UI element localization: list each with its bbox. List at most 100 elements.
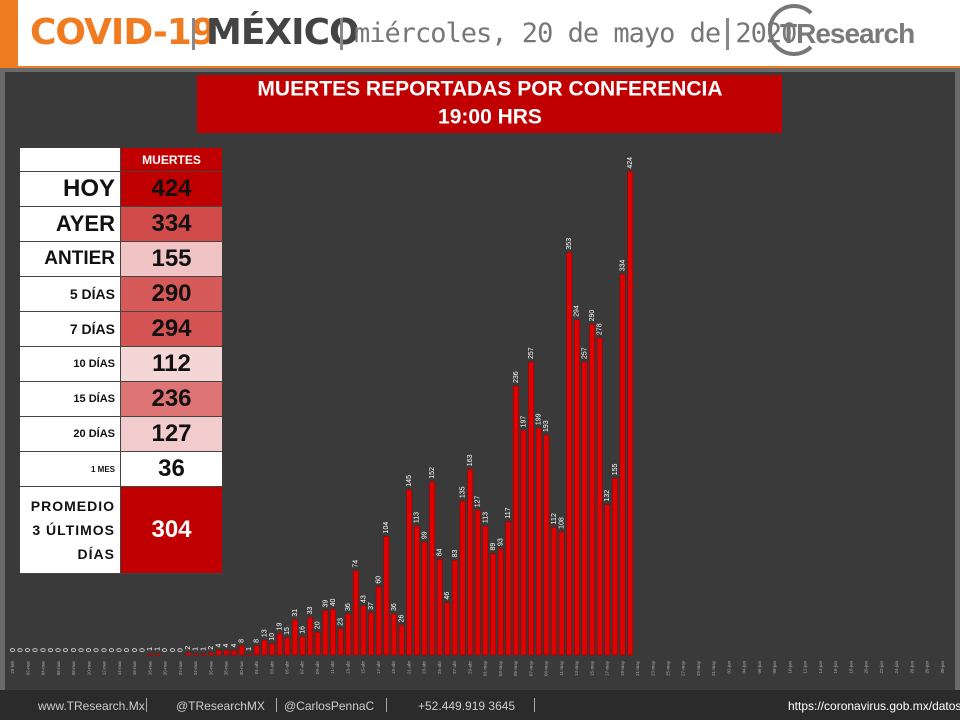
bar xyxy=(200,653,207,656)
value-label: 46 xyxy=(444,592,451,600)
chart-title: MUERTES REPORTADAS POR CONFERENCIA xyxy=(257,78,722,101)
value-label: 0 xyxy=(132,648,139,652)
value-label: 197 xyxy=(520,416,527,428)
x-tick-label: 01-abr xyxy=(254,661,259,675)
country: MÉXICO xyxy=(206,12,360,53)
value-label: 8 xyxy=(254,639,261,643)
value-label: 113 xyxy=(482,512,489,523)
value-label: 89 xyxy=(490,543,497,551)
value-label: 23 xyxy=(338,618,345,626)
separator xyxy=(146,698,147,712)
table-row: 5 DÍAS 290 xyxy=(20,277,222,312)
logo: TResearch xyxy=(780,18,915,49)
value-label: 60 xyxy=(376,576,383,584)
value-label: 1 xyxy=(246,647,253,651)
x-tick-label: 14-jun xyxy=(818,661,823,674)
value-label: 4 xyxy=(223,643,230,647)
table-row: 1 MES 36 xyxy=(20,452,222,487)
row-label: 7 DÍAS xyxy=(20,312,121,346)
value-label: 353 xyxy=(566,238,573,250)
value-label: 36 xyxy=(391,603,398,611)
x-tick-label: 06-mar xyxy=(56,661,61,676)
value-label: 0 xyxy=(162,648,169,652)
x-tick-label: 02-jun xyxy=(726,661,731,674)
table-corner xyxy=(20,148,121,171)
value-label: 0 xyxy=(48,648,55,652)
row-label: 10 DÍAS xyxy=(20,347,121,381)
x-tick-label: 05-abr xyxy=(285,661,290,675)
value-label: 16 xyxy=(299,626,306,634)
bar xyxy=(276,633,283,656)
x-tick-label: 15-may xyxy=(589,660,594,676)
value-label: 236 xyxy=(513,371,520,383)
bar xyxy=(520,430,527,656)
bar xyxy=(246,653,253,656)
value-label: 278 xyxy=(597,323,604,335)
bar xyxy=(345,613,352,656)
bar xyxy=(474,509,481,656)
x-tick-label: 15-abr xyxy=(361,661,366,675)
x-tick-label: 19-abr xyxy=(391,661,396,675)
bar xyxy=(543,434,550,656)
table-row: 20 DÍAS 127 xyxy=(20,417,222,452)
table-header: MUERTES xyxy=(121,148,222,171)
x-tick-label: 24-mar xyxy=(193,661,198,676)
value-label: 84 xyxy=(437,548,444,556)
row-label: 20 DÍAS xyxy=(20,417,121,451)
value-label: 2 xyxy=(185,646,192,650)
x-tick-label: 08-mar xyxy=(71,661,76,676)
x-tick-label: 05-may xyxy=(513,660,518,676)
x-tick-label: 29-may xyxy=(696,660,701,676)
table-row: HOY 424 xyxy=(20,172,222,207)
value-label: 132 xyxy=(604,490,611,502)
value-label: 145 xyxy=(406,475,413,487)
x-tick-label: 09-abr xyxy=(315,661,320,675)
value-label: 0 xyxy=(109,648,116,652)
handle: @CarlosPennaC xyxy=(284,699,375,713)
table-row: PROMEDIO 3 ÚLTIMOS DÍAS 304 xyxy=(20,487,222,574)
row-label: ANTIER xyxy=(20,242,121,276)
value-label: 15 xyxy=(284,627,291,635)
x-tick-label: 26-mar xyxy=(208,661,213,676)
x-tick-label: 03-abr xyxy=(269,661,274,675)
bar xyxy=(612,478,618,656)
bar xyxy=(581,361,588,656)
value-label: 0 xyxy=(25,648,32,652)
bar xyxy=(513,385,519,656)
value-label: 2 xyxy=(208,646,215,650)
bar xyxy=(436,558,443,656)
x-tick-label: 29-feb xyxy=(10,661,15,674)
value-label: 0 xyxy=(124,648,131,652)
x-tick-label: 10-jun xyxy=(787,661,792,674)
bar xyxy=(193,653,199,656)
bar xyxy=(261,639,268,656)
row-value: 127 xyxy=(121,417,222,451)
bar xyxy=(154,653,161,656)
value-label: 0 xyxy=(10,648,17,652)
bar xyxy=(459,500,466,656)
x-tick-label: 23-may xyxy=(650,660,655,676)
value-label: 36 xyxy=(345,603,352,611)
table-header-row: MUERTES xyxy=(20,148,222,172)
value-label: 0 xyxy=(177,648,184,652)
row-value: 334 xyxy=(121,207,222,241)
value-label: 163 xyxy=(467,454,474,466)
value-label: 1 xyxy=(193,647,200,651)
bar xyxy=(627,171,634,656)
x-tick-label: 17-may xyxy=(605,660,610,676)
title-box xyxy=(197,75,782,133)
bar xyxy=(284,637,291,656)
bar xyxy=(337,628,344,656)
x-tick-label: 22-jun xyxy=(879,661,884,674)
x-tick-label: 16-mar xyxy=(132,661,137,676)
bar xyxy=(429,481,435,656)
value-label: 0 xyxy=(17,648,24,652)
bar xyxy=(414,525,420,656)
value-label: 83 xyxy=(452,549,459,557)
bar xyxy=(353,570,359,656)
bar xyxy=(223,650,230,656)
x-tick-label: 30-jun xyxy=(940,661,945,674)
x-tick-label: 19-may xyxy=(620,660,625,676)
value-label: 1 xyxy=(200,647,207,651)
date: miércoles, 20 de mayo de 2020 xyxy=(354,18,797,49)
